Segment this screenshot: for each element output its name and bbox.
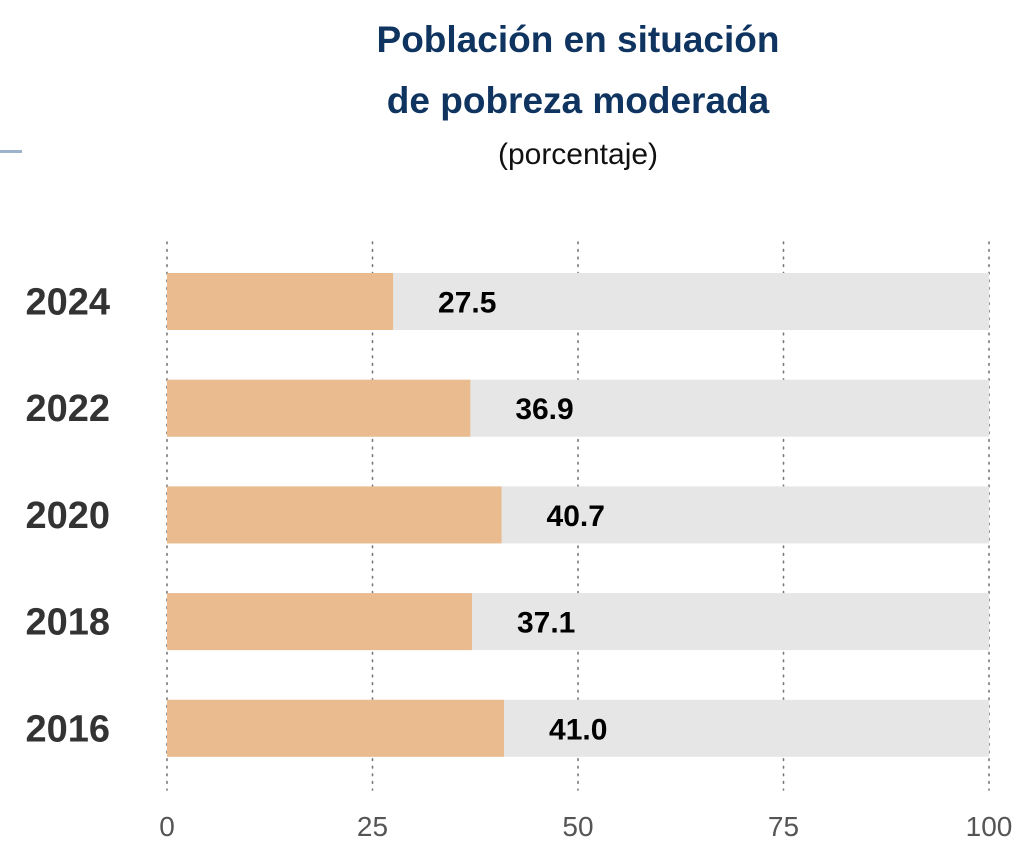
cropped-edge-mark	[0, 150, 22, 153]
chart-title-line-1: Población en situación	[376, 19, 780, 60]
x-tick-label: 0	[159, 811, 175, 842]
x-tick-label: 75	[768, 811, 799, 842]
value-label: 37.1	[517, 607, 575, 640]
value-label: 27.5	[438, 287, 496, 320]
bar-2016	[167, 699, 505, 757]
bars	[167, 273, 989, 757]
x-tick-label: 100	[966, 811, 1013, 842]
value-label: 41.0	[549, 713, 607, 746]
bar-2022	[167, 379, 471, 437]
value-label: 40.7	[547, 500, 605, 533]
value-label: 36.9	[515, 393, 573, 426]
x-tick-label: 50	[562, 811, 593, 842]
chart-title-line-2: de pobreza moderada	[386, 80, 770, 121]
y-category-label: 2022	[25, 388, 110, 430]
y-category-label: 2018	[25, 602, 110, 644]
bar-2018	[167, 593, 472, 651]
bar-2020	[167, 486, 502, 544]
y-category-label: 2020	[25, 495, 110, 537]
x-tick-label: 25	[357, 811, 388, 842]
y-category-label: 2024	[25, 282, 110, 324]
y-category-label: 2016	[25, 708, 110, 750]
chart-subtitle: (porcentaje)	[497, 138, 659, 171]
labels: 0 25 50 75 100 2024 27.5 2022 36.9 2020 40.7 2018 37…	[25, 282, 1012, 843]
bar-2024	[167, 273, 394, 330]
